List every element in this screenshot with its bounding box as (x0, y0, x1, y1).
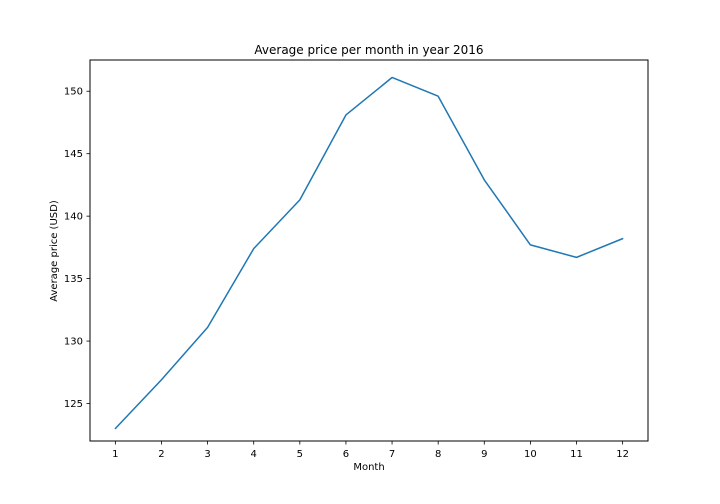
x-axis-label: Month (353, 462, 384, 473)
x-tick-label: 1 (112, 449, 118, 460)
x-tick-label: 8 (435, 449, 441, 460)
x-tick-label: 3 (204, 449, 210, 460)
y-tick-label: 140 (64, 212, 83, 223)
x-tick-label: 5 (297, 449, 303, 460)
y-axis-label: Average price (USD) (49, 200, 60, 302)
x-tick-label: 9 (481, 449, 487, 460)
y-tick-label: 135 (64, 274, 83, 285)
x-tick-label: 7 (389, 449, 395, 460)
x-tick-label: 2 (158, 449, 164, 460)
plot-area-frame (89, 59, 649, 442)
y-tick-label: 125 (64, 399, 83, 410)
series-line (114, 76, 624, 430)
x-tick-label: 11 (570, 449, 583, 460)
x-tick-label: 12 (616, 449, 629, 460)
y-tick-label: 150 (64, 87, 83, 98)
x-tick-label: 4 (251, 449, 257, 460)
y-tick-label: 145 (64, 149, 83, 160)
y-tick-label: 130 (64, 337, 83, 348)
x-tick-label: 6 (343, 449, 349, 460)
chart-title: Average price per month in year 2016 (254, 43, 483, 57)
x-tick-label: 10 (524, 449, 537, 460)
series-layer (114, 76, 624, 430)
